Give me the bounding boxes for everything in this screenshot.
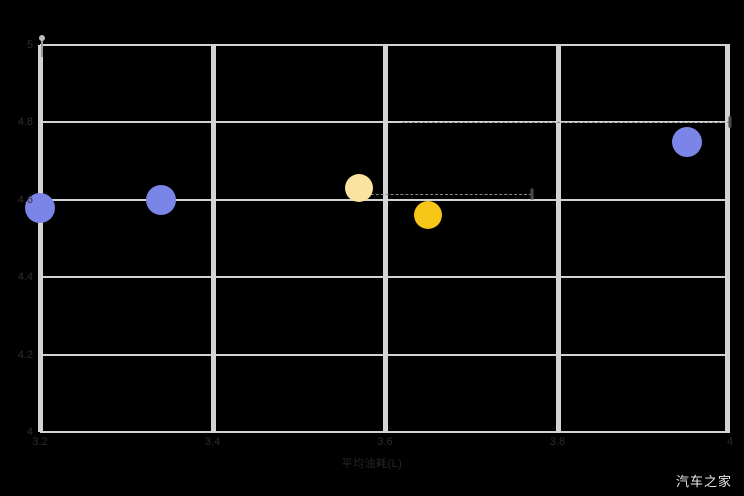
y-axis-tick-label: 4 xyxy=(26,426,33,438)
y-axis-tick-labels: 5 4.8 4.6 4.4 4.2 4 xyxy=(0,39,33,438)
annotation-end-cap xyxy=(728,116,732,128)
data-point-bubble[interactable] xyxy=(414,201,443,230)
pin-head xyxy=(39,35,45,41)
data-point-bubble[interactable] xyxy=(145,184,176,215)
x-axis-tick-label: 3.6 xyxy=(377,436,393,448)
plot-area xyxy=(25,35,732,433)
x-axis-tick-label: 3.8 xyxy=(549,436,566,448)
data-point-bubble[interactable] xyxy=(345,174,374,203)
y-axis-tick-label: 4.8 xyxy=(17,116,33,129)
gridline-vertical xyxy=(210,45,216,432)
y-axis-tick-label: 4.4 xyxy=(17,271,33,284)
pin-stem xyxy=(41,37,43,57)
gridline-vertical xyxy=(555,45,561,432)
x-axis-tick-label: 3.2 xyxy=(32,436,48,448)
gridline-horizontal xyxy=(40,431,730,433)
y-axis-tick-label: 5 xyxy=(26,39,33,51)
annotation-dashed-line xyxy=(402,122,730,124)
x-axis-tick-label: 4 xyxy=(726,436,734,448)
y-axis-tick-label: 4.2 xyxy=(17,348,33,361)
y-axis-tick-label: 4.6 xyxy=(17,193,33,206)
x-axis-title: 平均油耗(L) xyxy=(341,458,403,470)
plot-right-border xyxy=(725,45,730,432)
data-point-bubble[interactable] xyxy=(671,126,702,157)
x-axis-tick-labels: 3.2 3.4 3.6 3.8 4 xyxy=(32,436,734,452)
gridline-vertical xyxy=(383,45,388,432)
x-axis-tick-label: 3.4 xyxy=(204,436,221,448)
y-axis-line xyxy=(38,45,43,432)
annotation-end-cap xyxy=(530,188,534,200)
data-point-bubble[interactable] xyxy=(25,192,55,223)
watermark: 汽车之家 xyxy=(675,474,732,489)
annotation-dashed-line xyxy=(350,193,532,195)
